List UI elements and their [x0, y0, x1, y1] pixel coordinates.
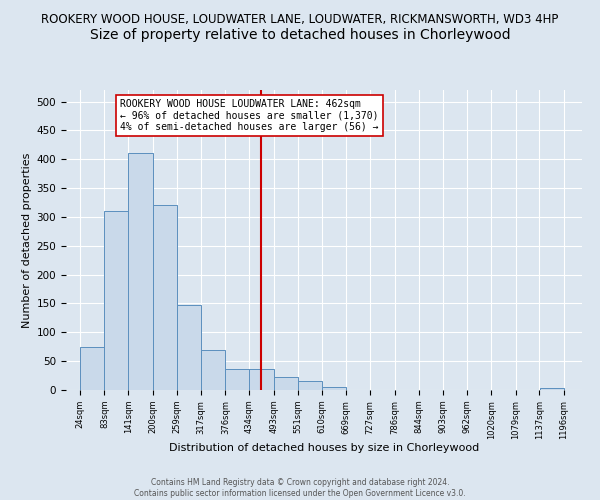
X-axis label: Distribution of detached houses by size in Chorleywood: Distribution of detached houses by size … — [169, 443, 479, 453]
Bar — [539, 388, 564, 390]
Bar — [250, 368, 274, 390]
Bar — [201, 350, 225, 390]
Bar — [153, 206, 177, 390]
Bar — [226, 368, 250, 390]
Text: Contains HM Land Registry data © Crown copyright and database right 2024.
Contai: Contains HM Land Registry data © Crown c… — [134, 478, 466, 498]
Text: Size of property relative to detached houses in Chorleywood: Size of property relative to detached ho… — [89, 28, 511, 42]
Bar — [104, 211, 128, 390]
Text: ROOKERY WOOD HOUSE, LOUDWATER LANE, LOUDWATER, RICKMANSWORTH, WD3 4HP: ROOKERY WOOD HOUSE, LOUDWATER LANE, LOUD… — [41, 12, 559, 26]
Bar — [274, 378, 298, 390]
Bar — [128, 154, 152, 390]
Y-axis label: Number of detached properties: Number of detached properties — [22, 152, 32, 328]
Bar — [80, 346, 104, 390]
Bar — [177, 304, 201, 390]
Bar — [322, 387, 346, 390]
Text: ROOKERY WOOD HOUSE LOUDWATER LANE: 462sqm
← 96% of detached houses are smaller (: ROOKERY WOOD HOUSE LOUDWATER LANE: 462sq… — [120, 99, 379, 132]
Bar — [298, 382, 322, 390]
